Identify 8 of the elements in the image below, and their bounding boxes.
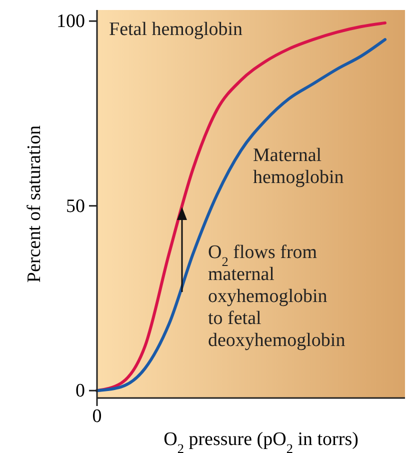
series-label: Fetal hemoglobin: [109, 19, 244, 40]
y-tick-label: 100: [56, 11, 85, 32]
y-tick-label: 50: [66, 196, 85, 217]
y-tick-label: 0: [76, 380, 85, 402]
series-label: Maternal hemoglobin: [253, 144, 344, 188]
y-axis-title: Percent of saturation: [24, 124, 45, 283]
x-axis-title: O$_{2}$ pressure (pO$_{2}$ in torrs): [164, 429, 358, 453]
annotation: O$_{2}$ flows from maternal oxyhemoglobin to fetal deoxyhemoglobin: [208, 242, 346, 351]
